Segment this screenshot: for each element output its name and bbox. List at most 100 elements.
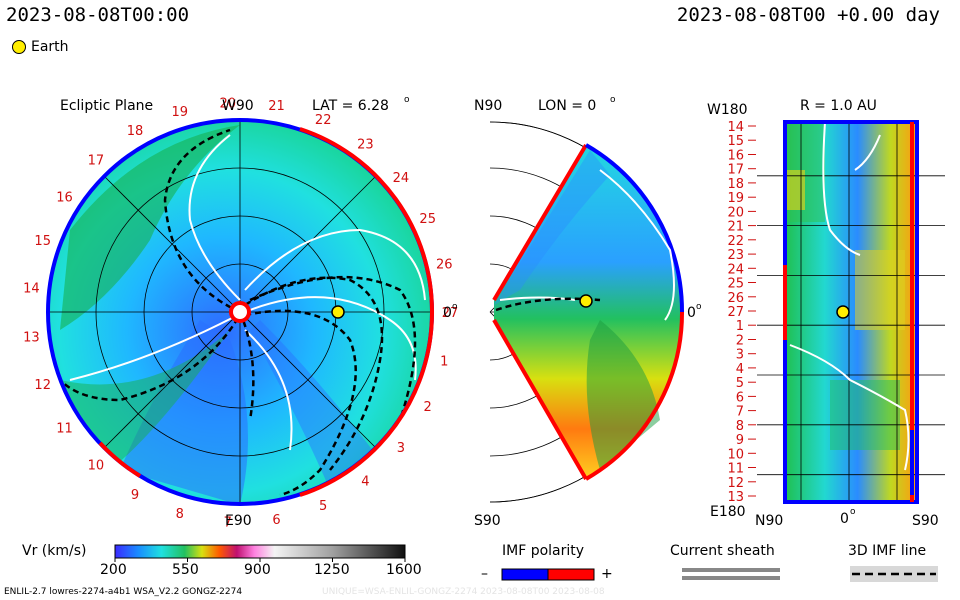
radial-row-label: 26 [727, 291, 744, 306]
carrington-label: 13 [23, 330, 40, 345]
footer-right: UNIQUE=WSA-ENLIL-GONGZ-2274 2023-08-08T0… [322, 587, 605, 597]
carrington-label: 2 [424, 400, 432, 415]
radial-title: R = 1.0 AU [800, 98, 877, 114]
earth-legend-icon [12, 40, 26, 54]
carrington-label: 19 [172, 105, 189, 120]
radial-row-label: 8 [736, 419, 744, 434]
carrington-label: 11 [56, 421, 73, 436]
ecliptic-lat-unit: o [404, 95, 410, 105]
timestamp-left: 2023-08-08T00:00 [6, 4, 190, 26]
ecliptic-axis-bottom: E90 [225, 513, 252, 529]
colorbar-tick-1250: 1250 [314, 562, 350, 578]
ecliptic-lat-label: LAT = 6.28 [312, 98, 389, 114]
carrington-label: 4 [361, 474, 369, 489]
meridional-axis-right: 0 [687, 305, 696, 321]
meridional-panel: N90 S90 LON = 0 o 0 o [474, 95, 702, 529]
carrington-label: 22 [315, 113, 332, 128]
radial-x-mid-unit: o [850, 507, 856, 517]
radial-row-label: 3 [736, 348, 744, 363]
meridional-bottom-label: S90 [474, 513, 501, 529]
earth-marker-radial [836, 305, 850, 319]
radial-row-label: 1 [736, 319, 744, 334]
carrington-label: 15 [34, 234, 51, 249]
earth-marker-ecliptic [331, 305, 345, 319]
radial-row-label: 5 [736, 376, 744, 391]
carrington-label: 26 [436, 258, 453, 273]
colorbar-tick-1600: 1600 [386, 562, 422, 578]
carrington-label: 3 [397, 441, 405, 456]
colorbar-tick-900: 900 [244, 562, 271, 578]
radial-row-label: 17 [727, 163, 744, 178]
radial-row-label: 24 [727, 262, 744, 277]
radial-row-label: 12 [727, 476, 744, 491]
radial-row-label: 18 [727, 177, 744, 192]
radial-row-label: 2 [736, 334, 744, 349]
radial-x-right: S90 [912, 513, 939, 529]
sun-marker [229, 301, 251, 323]
carrington-label: 1 [440, 354, 448, 369]
current-sheath-legend [682, 568, 780, 580]
radial-row-label: 6 [736, 390, 744, 405]
imf-plus-label: + [601, 566, 613, 582]
radial-row-label: 22 [727, 234, 744, 249]
ecliptic-title: Ecliptic Plane [60, 98, 153, 114]
carrington-label: 12 [34, 378, 51, 393]
radial-y-bottom: E180 [710, 504, 746, 520]
timestamp-right: 2023-08-08T00 +0.00 day [676, 4, 940, 26]
carrington-label: 7 [224, 516, 232, 531]
radial-row-label: 21 [727, 220, 744, 235]
carrington-label: 18 [127, 124, 144, 139]
earth-legend-label: Earth [31, 39, 69, 55]
carrington-label: 21 [268, 99, 285, 114]
carrington-label: 9 [131, 488, 139, 503]
meridional-lon-label: LON = 0 [538, 98, 596, 114]
current-sheath-title: Current sheath [670, 543, 775, 559]
imf-line-legend [850, 566, 938, 582]
radial-row-label: 19 [727, 191, 744, 206]
radial-row-label: 13 [727, 490, 744, 505]
radial-row-label: 4 [736, 362, 744, 377]
ecliptic-axis-right-unit: o [452, 302, 458, 312]
earth-marker-meridional [579, 294, 593, 308]
carrington-label: 23 [357, 138, 374, 153]
carrington-label: 16 [56, 191, 73, 206]
carrington-label: 6 [272, 513, 280, 528]
radial-y-top: W180 [707, 102, 748, 118]
radial-row-label: 25 [727, 277, 744, 292]
imf-minus-label: – [481, 566, 488, 582]
radial-row-label: 9 [736, 433, 744, 448]
carrington-label: 25 [419, 212, 436, 227]
radial-x-mid: 0 [840, 511, 849, 527]
colorbar-label: Vr (km/s) [22, 543, 87, 559]
carrington-label: 14 [23, 282, 40, 297]
carrington-label: 24 [393, 171, 410, 186]
carrington-label: 27 [442, 306, 459, 321]
radial-row-label: 20 [727, 205, 744, 220]
ecliptic-axis-top: W90 [222, 98, 254, 114]
meridional-axis-right-unit: o [696, 302, 702, 312]
radial-x-left: N90 [755, 513, 783, 529]
colorbar-tick-550: 550 [172, 562, 199, 578]
radial-row-label: 23 [727, 248, 744, 263]
radial-row-label: 15 [727, 134, 744, 149]
carrington-label: 20 [220, 96, 237, 111]
radial-row-label: 14 [727, 120, 744, 135]
speed-colorbar [114, 544, 406, 559]
carrington-label: 8 [176, 507, 184, 522]
radial-row-label: 27 [727, 305, 744, 320]
carrington-label: 5 [319, 499, 327, 514]
radial-row-label: 11 [727, 462, 744, 477]
imf-polarity-legend [501, 568, 595, 581]
colorbar-tick-200: 200 [100, 562, 127, 578]
ecliptic-axis-right: 0 [443, 305, 452, 321]
imf-polarity-title: IMF polarity [502, 543, 585, 559]
meridional-top-label: N90 [474, 98, 502, 114]
meridional-lon-unit: o [610, 95, 616, 105]
radial-panel: 1415161718192021222324252627123456789101… [707, 98, 945, 529]
radial-row-label: 10 [727, 447, 744, 462]
footer-left: ENLIL-2.7 lowres-2274-a4b1 WSA_V2.2 GONG… [4, 587, 243, 597]
radial-row-label: 7 [736, 405, 744, 420]
carrington-label: 10 [88, 459, 105, 474]
